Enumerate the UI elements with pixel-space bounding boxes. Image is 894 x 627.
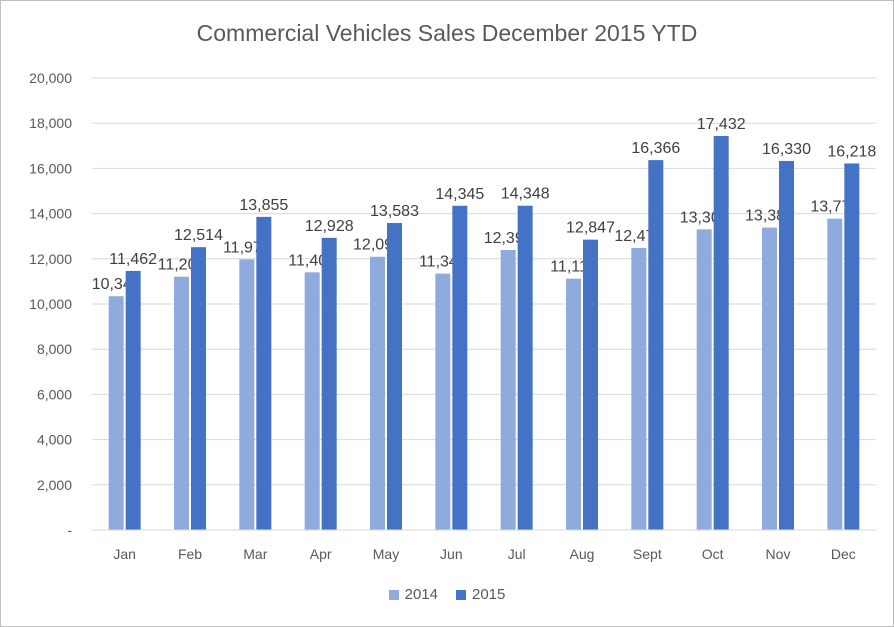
data-label-2015-sept: 16,366 <box>631 140 680 157</box>
x-tick-label: Nov <box>766 546 791 562</box>
legend-label-2014: 2014 <box>404 586 438 603</box>
data-label-2015-jun: 14,345 <box>435 186 484 203</box>
legend: 2014 2015 <box>0 586 894 603</box>
legend-swatch-2014 <box>388 589 399 600</box>
legend-item-2015: 2015 <box>456 586 505 603</box>
bar-2015-dec <box>844 163 860 530</box>
bar-2014-apr <box>304 272 320 530</box>
bar-2015-jan <box>125 270 141 530</box>
data-label-2015-jul: 14,348 <box>501 186 550 203</box>
data-label-2015-apr: 12,928 <box>305 218 354 235</box>
bar-2014-jun <box>435 273 451 530</box>
bar-2014-may <box>370 256 385 530</box>
x-tick-label: Mar <box>243 546 267 562</box>
data-label-2015-nov: 16,330 <box>762 141 811 158</box>
bar-2014-aug <box>566 278 581 530</box>
y-tick-label: 16,000 <box>29 160 72 176</box>
bar-2014-jan <box>108 296 124 530</box>
data-label-2015-feb: 12,514 <box>174 227 223 244</box>
bar-2015-aug <box>583 239 598 530</box>
data-label-2015-dec: 16,218 <box>827 143 876 160</box>
data-label-2015-aug: 12,847 <box>566 220 615 237</box>
bar-2015-sept <box>648 160 664 530</box>
y-tick-label: 14,000 <box>29 206 72 222</box>
y-tick-label: 10,000 <box>29 296 72 312</box>
y-tick-label: 8,000 <box>37 341 72 357</box>
bar-2014-nov <box>762 227 777 530</box>
bar-2015-apr <box>321 237 337 530</box>
bar-2014-jul <box>500 249 516 531</box>
data-label-2015-may: 13,583 <box>370 203 419 220</box>
bar-2014-mar <box>239 259 255 530</box>
data-label-2015-oct: 17,432 <box>697 116 746 133</box>
y-tick-label: 4,000 <box>37 432 72 448</box>
x-tick-label: Jul <box>508 546 526 562</box>
x-tick-label: Dec <box>831 546 856 562</box>
x-tick-label: Jun <box>440 546 463 562</box>
legend-swatch-2015 <box>456 589 466 600</box>
x-tick-label: Sept <box>633 546 662 562</box>
bar-2015-oct <box>713 136 729 530</box>
bar-2015-may <box>387 223 402 530</box>
y-tick-label: 18,000 <box>29 115 72 131</box>
x-tick-label: Aug <box>570 546 595 562</box>
data-label-2015-mar: 13,855 <box>239 197 288 214</box>
y-tick-label: 6,000 <box>37 386 72 402</box>
bar-2015-jun <box>452 205 468 531</box>
y-tick-label: 20,000 <box>29 70 72 86</box>
bar-2014-dec <box>827 218 843 530</box>
bar-2015-nov <box>779 160 794 530</box>
y-tick-label: 12,000 <box>29 251 72 267</box>
x-tick-label: Oct <box>702 546 724 562</box>
bar-2014-oct <box>696 229 712 530</box>
x-tick-label: May <box>373 546 399 562</box>
y-tick-label: 2,000 <box>37 477 72 493</box>
bar-2015-mar <box>256 216 272 530</box>
x-tick-label: Jan <box>113 546 136 562</box>
bar-2015-feb <box>191 247 206 530</box>
bar-2014-sept <box>631 248 647 530</box>
legend-item-2014: 2014 <box>388 586 438 603</box>
legend-label-2015: 2015 <box>472 586 506 603</box>
x-tick-label: Apr <box>310 546 332 562</box>
bar-2015-jul <box>517 205 533 530</box>
x-tick-label: Feb <box>178 546 202 562</box>
chart-title: Commercial Vehicles Sales December 2015 … <box>196 20 698 46</box>
bar-2014-feb <box>174 276 189 530</box>
y-tick-label: - <box>67 522 72 538</box>
data-label-2015-jan: 11,462 <box>109 251 157 268</box>
